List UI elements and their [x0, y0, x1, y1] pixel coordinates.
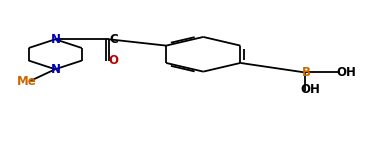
- Text: OH: OH: [300, 83, 320, 96]
- Text: O: O: [109, 54, 119, 67]
- Text: N: N: [50, 33, 61, 46]
- Text: Me: Me: [17, 75, 37, 88]
- Text: N: N: [50, 63, 61, 76]
- Text: C: C: [109, 33, 118, 46]
- Text: B: B: [302, 66, 311, 79]
- Text: OH: OH: [337, 66, 357, 79]
